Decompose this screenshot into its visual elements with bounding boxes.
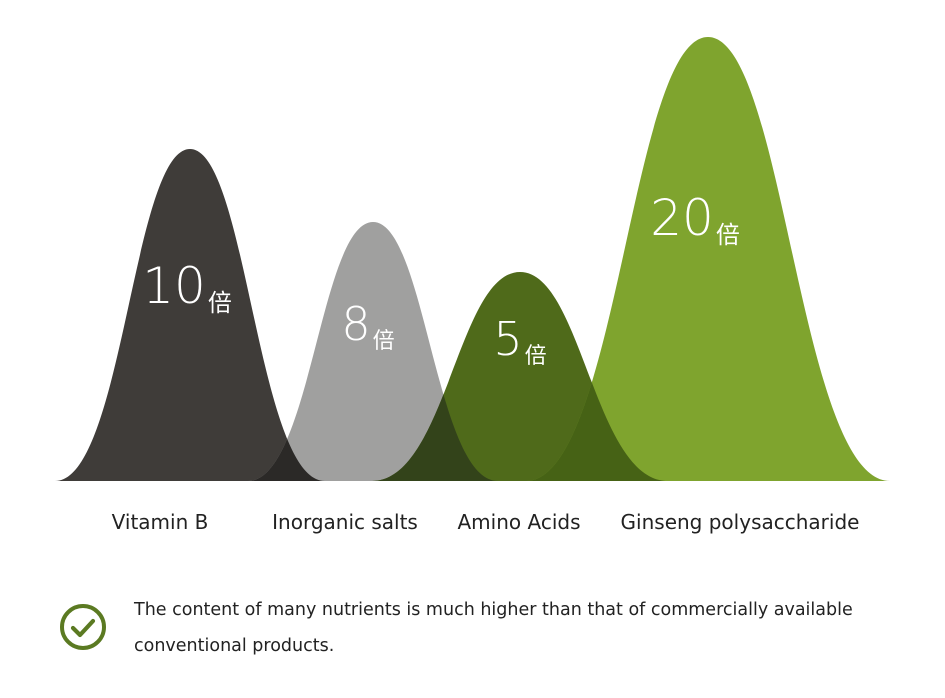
- value-label-4: 20倍: [650, 189, 740, 249]
- value-number: 10: [142, 257, 206, 315]
- overlap-shape-2: [372, 272, 498, 481]
- value-number: 5: [493, 312, 522, 366]
- value-number: 8: [341, 297, 370, 351]
- value-label-3: 5倍: [493, 312, 546, 369]
- overlap-region-2: [372, 272, 498, 481]
- value-unit: 倍: [373, 329, 395, 354]
- peak-vitamin-b: [55, 149, 325, 481]
- value-label-1: 10倍: [142, 257, 232, 317]
- value-unit: 倍: [716, 221, 740, 249]
- note-text: The content of many nutrients is much hi…: [134, 600, 853, 656]
- check-circle-icon: [60, 604, 106, 650]
- value-number: 20: [650, 189, 714, 247]
- value-unit: 倍: [525, 344, 547, 369]
- category-label-4: Ginseng polysaccharide: [620, 510, 860, 534]
- value-label-2: 8倍: [341, 297, 394, 354]
- check-mark: [70, 618, 96, 638]
- category-label-3: Amino Acids: [457, 510, 581, 534]
- value-unit: 倍: [208, 289, 232, 317]
- note-section: The content of many nutrients is much hi…: [58, 592, 918, 672]
- category-label-2: Inorganic salts: [272, 510, 418, 534]
- check-circle-ring: [60, 604, 106, 650]
- category-label-1: Vitamin B: [111, 510, 209, 534]
- peak-ginseng-polysaccharide: [526, 37, 890, 481]
